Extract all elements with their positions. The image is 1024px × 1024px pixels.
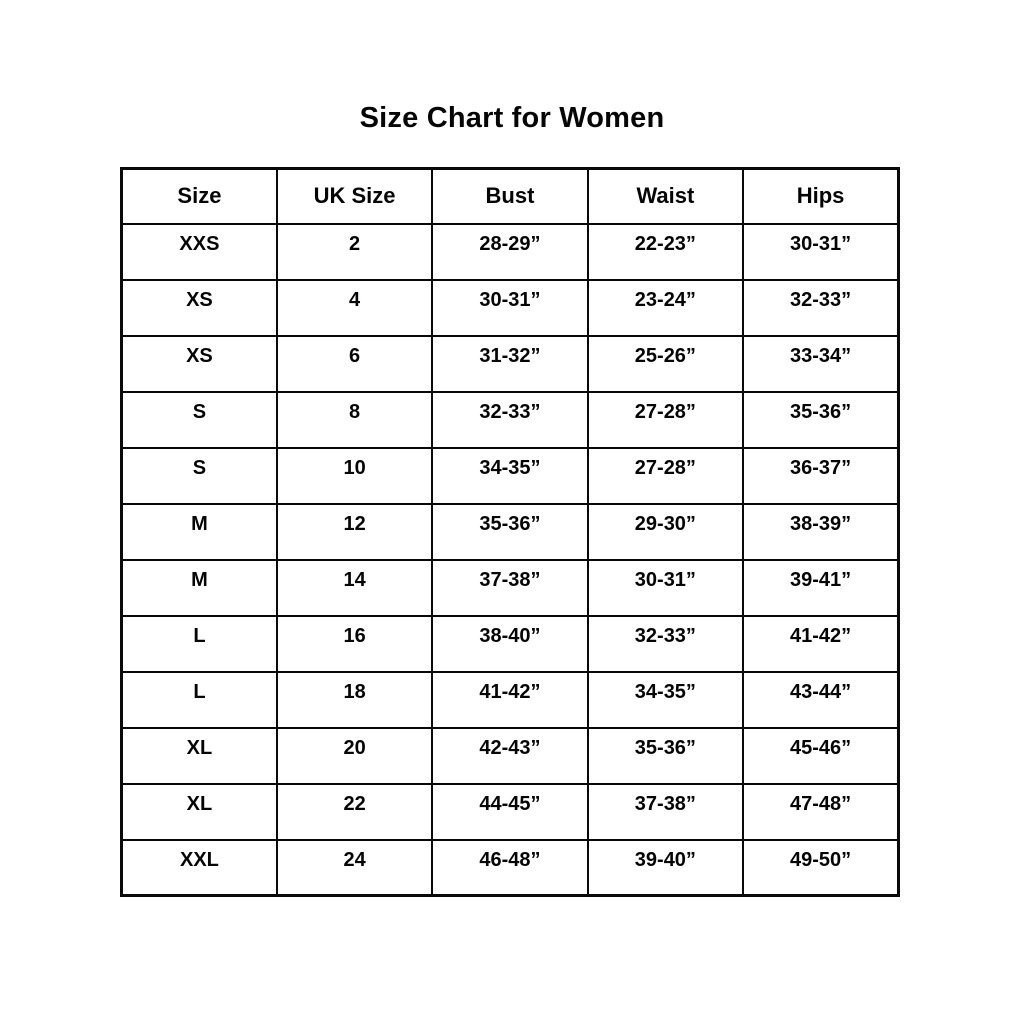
table-cell: 39-40” (586, 838, 745, 897)
table-cell: 37-38” (586, 782, 745, 841)
table-cell: 22 (275, 782, 434, 841)
column-header-bust: Bust (431, 167, 589, 225)
table-row: XS 6 31-32” 25-26” 33-34” (120, 334, 900, 393)
table-cell: XL (120, 782, 278, 841)
table-cell: 36-37” (742, 446, 900, 505)
table-cell: 41-42” (742, 614, 900, 673)
table-row: M 12 35-36” 29-30” 38-39” (120, 502, 900, 561)
table-cell: XS (120, 334, 278, 393)
table-row: XL 20 42-43” 35-36” 45-46” (120, 726, 900, 785)
table-cell: XXL (120, 838, 278, 897)
table-row: XS 4 30-31” 23-24” 32-33” (120, 278, 900, 337)
table-cell: 41-42” (431, 670, 589, 729)
table-cell: 31-32” (431, 334, 589, 393)
table-cell: 35-36” (742, 390, 900, 449)
table-cell: 4 (275, 278, 434, 337)
table-body: XXS 2 28-29” 22-23” 30-31” XS 4 30-31” 23-24” 32-… (120, 222, 900, 897)
table-row: S 10 34-35” 27-28” 36-37” (120, 446, 900, 505)
table-cell: 6 (275, 334, 434, 393)
table-cell: 8 (275, 390, 434, 449)
table-cell: 2 (275, 222, 434, 281)
table-cell: 35-36” (586, 726, 745, 785)
table-row: L 16 38-40” 32-33” 41-42” (120, 614, 900, 673)
table-cell: 45-46” (742, 726, 900, 785)
table-cell: 38-40” (431, 614, 589, 673)
table-cell: 37-38” (431, 558, 589, 617)
table-cell: 34-35” (431, 446, 589, 505)
table-header-row: Size UK Size Bust Waist Hips (120, 167, 900, 225)
table-cell: 23-24” (586, 278, 745, 337)
table-cell: 29-30” (586, 502, 745, 561)
table-cell: 30-31” (586, 558, 745, 617)
size-chart-table: Size UK Size Bust Waist Hips XXS 2 28-29” 2… (120, 167, 900, 897)
table-cell: 12 (275, 502, 434, 561)
table-cell: S (120, 390, 278, 449)
table-cell: 32-33” (431, 390, 589, 449)
page-title: Size Chart for Women (359, 102, 665, 134)
table-row: XXS 2 28-29” 22-23” 30-31” (120, 222, 900, 281)
table-cell: 27-28” (586, 390, 745, 449)
table-cell: S (120, 446, 278, 505)
table-cell: L (120, 614, 278, 673)
table-cell: 14 (275, 558, 434, 617)
table-cell: XS (120, 278, 278, 337)
table-cell: 27-28” (586, 446, 745, 505)
table-cell: 38-39” (742, 502, 900, 561)
column-header-size: Size (120, 167, 278, 225)
table-cell: L (120, 670, 278, 729)
table-cell: 25-26” (586, 334, 745, 393)
table-cell: XXS (120, 222, 278, 281)
table-cell: 42-43” (431, 726, 589, 785)
table-cell: 28-29” (431, 222, 589, 281)
table-cell: M (120, 558, 278, 617)
table-cell: 47-48” (742, 782, 900, 841)
column-header-hips: Hips (742, 167, 900, 225)
table-row: L 18 41-42” 34-35” 43-44” (120, 670, 900, 729)
table-cell: 24 (275, 838, 434, 897)
table-header: Size UK Size Bust Waist Hips (120, 167, 900, 225)
table-cell: 32-33” (586, 614, 745, 673)
column-header-waist: Waist (586, 167, 745, 225)
table-cell: 34-35” (586, 670, 745, 729)
table-cell: 10 (275, 446, 434, 505)
table-cell: 20 (275, 726, 434, 785)
table-cell: 35-36” (431, 502, 589, 561)
table-row: XXL 24 46-48” 39-40” 49-50” (120, 838, 900, 897)
table-cell: 44-45” (431, 782, 589, 841)
column-header-uk-size: UK Size (275, 167, 434, 225)
table-cell: 30-31” (742, 222, 900, 281)
table-cell: M (120, 502, 278, 561)
table-cell: 18 (275, 670, 434, 729)
table-cell: 43-44” (742, 670, 900, 729)
table-cell: 30-31” (431, 278, 589, 337)
table-cell: 32-33” (742, 278, 900, 337)
table-cell: 39-41” (742, 558, 900, 617)
table-cell: XL (120, 726, 278, 785)
table-cell: 22-23” (586, 222, 745, 281)
table-cell: 33-34” (742, 334, 900, 393)
table-row: M 14 37-38” 30-31” 39-41” (120, 558, 900, 617)
table-cell: 46-48” (431, 838, 589, 897)
table-cell: 16 (275, 614, 434, 673)
table-cell: 49-50” (742, 838, 900, 897)
table-row: S 8 32-33” 27-28” 35-36” (120, 390, 900, 449)
table-row: XL 22 44-45” 37-38” 47-48” (120, 782, 900, 841)
